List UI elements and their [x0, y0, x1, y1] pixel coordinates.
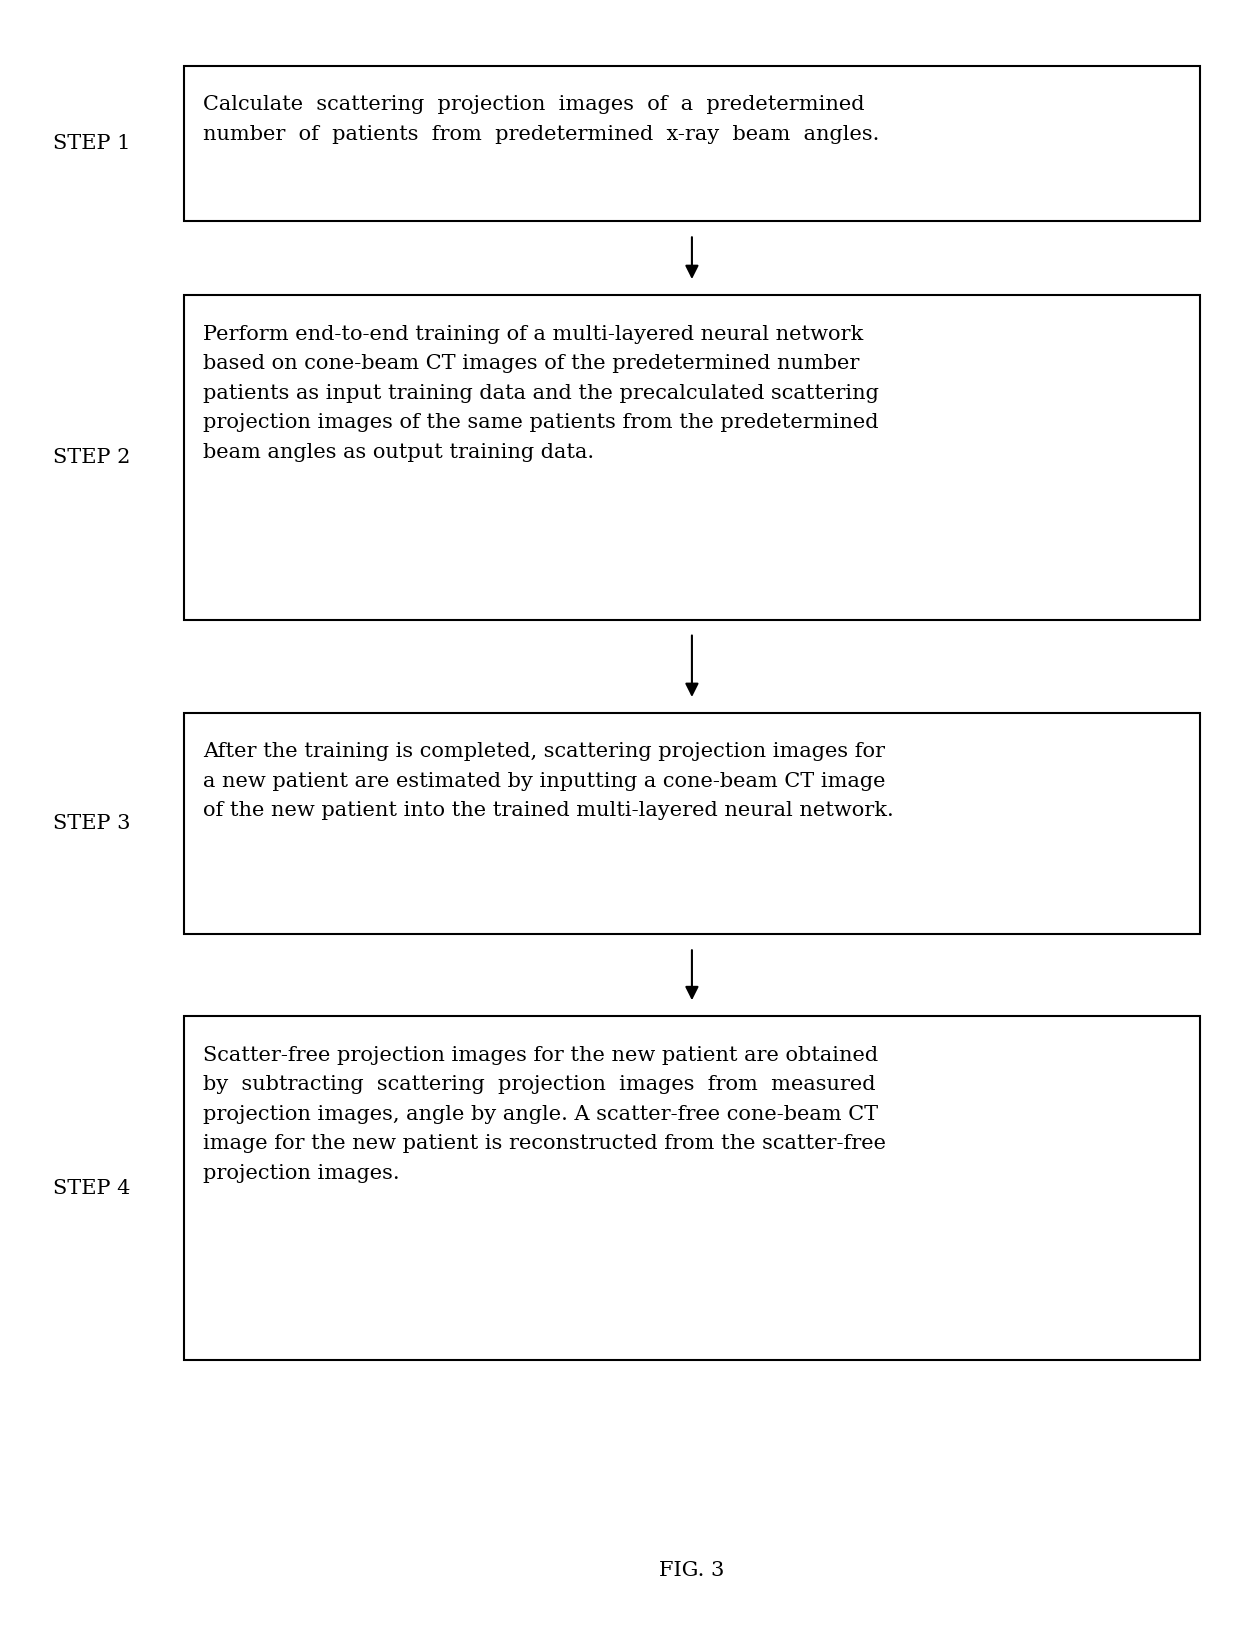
- Text: Perform end-to-end training of a multi-layered neural network
based on cone-beam: Perform end-to-end training of a multi-l…: [203, 325, 879, 462]
- Text: Scatter-free projection images for the new patient are obtained
by  subtracting : Scatter-free projection images for the n…: [203, 1046, 887, 1183]
- Text: FIG. 3: FIG. 3: [660, 1560, 724, 1580]
- FancyBboxPatch shape: [184, 295, 1200, 620]
- FancyBboxPatch shape: [184, 1016, 1200, 1360]
- FancyBboxPatch shape: [184, 66, 1200, 221]
- Text: Calculate  scattering  projection  images  of  a  predetermined
number  of  pati: Calculate scattering projection images o…: [203, 95, 879, 144]
- Text: STEP 3: STEP 3: [53, 815, 130, 833]
- Text: After the training is completed, scattering projection images for
a new patient : After the training is completed, scatter…: [203, 742, 894, 821]
- Text: STEP 4: STEP 4: [53, 1178, 130, 1198]
- Text: STEP 2: STEP 2: [53, 447, 130, 467]
- FancyBboxPatch shape: [184, 713, 1200, 934]
- Text: STEP 1: STEP 1: [53, 134, 130, 152]
